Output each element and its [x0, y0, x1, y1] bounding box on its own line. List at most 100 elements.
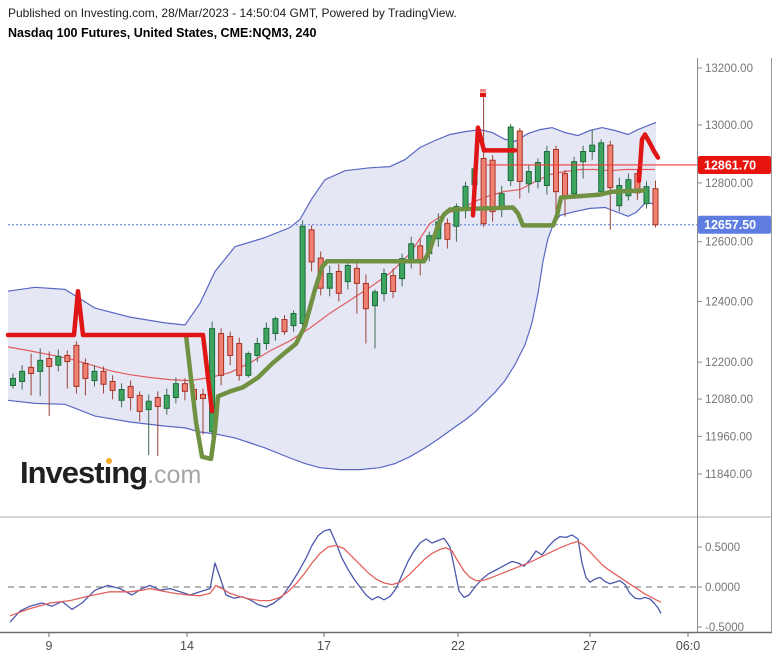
- candle-up: [19, 370, 26, 382]
- candle-up: [263, 327, 270, 345]
- candle-up: [453, 206, 460, 227]
- svg-text:13200.00: 13200.00: [705, 63, 753, 75]
- candle-up: [326, 273, 333, 289]
- candle-down: [181, 383, 188, 392]
- svg-text:12800.00: 12800.00: [705, 178, 753, 190]
- investing-logo: Investı ng.com: [20, 455, 201, 491]
- candle-up: [299, 225, 306, 324]
- candle-down: [562, 173, 568, 197]
- trail-stop-red: [5, 125, 661, 414]
- candle-down: [281, 319, 288, 333]
- candle-down: [127, 385, 134, 399]
- candle-down: [444, 222, 451, 240]
- candle-up: [543, 151, 550, 187]
- svg-text:06:0: 06:0: [676, 639, 700, 653]
- svg-text:12080.00: 12080.00: [705, 394, 753, 406]
- candle-up: [408, 243, 415, 263]
- oscillator-line-fast-blue: [9, 528, 662, 623]
- candle-down: [516, 130, 523, 182]
- trail-stop-green: [183, 188, 646, 462]
- candle-up: [616, 185, 623, 207]
- svg-text:22: 22: [451, 639, 465, 653]
- candle-down: [73, 344, 80, 387]
- svg-text:12400.00: 12400.00: [705, 296, 753, 308]
- candle-down: [227, 336, 234, 356]
- candle-down: [489, 159, 496, 213]
- svg-text:12600.00: 12600.00: [705, 237, 753, 249]
- svg-text:-0.5000: -0.5000: [705, 622, 744, 634]
- candle-up: [37, 359, 44, 372]
- candle-down: [218, 333, 225, 376]
- candle-down: [28, 366, 35, 375]
- logo-orange-dot: [105, 458, 112, 464]
- svg-text:13000.00: 13000.00: [705, 120, 753, 132]
- investing-logo-suffix: .com: [147, 461, 202, 489]
- svg-text:11840.00: 11840.00: [705, 469, 752, 481]
- candle-down: [200, 393, 206, 399]
- candle-down: [46, 357, 53, 367]
- time-axis: 9 14 17 22 27 06:0: [46, 633, 700, 653]
- candle-down: [390, 275, 397, 293]
- candle-down: [335, 270, 342, 294]
- candle-up: [525, 171, 532, 185]
- candle-down: [82, 362, 89, 379]
- candle-down: [652, 188, 659, 226]
- investing-logo-text: Investı ng: [20, 455, 148, 490]
- bollinger-band: [7, 121, 697, 471]
- published-line: Published on Investing.com, 28/Mar/2023 …: [8, 6, 457, 20]
- candle-down: [109, 380, 116, 391]
- candle-up: [598, 142, 605, 193]
- candle-up: [254, 343, 261, 356]
- candle-up: [462, 185, 469, 211]
- oscillator-line-slow-red: [9, 540, 662, 617]
- candle-down: [353, 267, 360, 284]
- candle-down: [362, 282, 369, 310]
- price-axis: 13200.00 13000.00 12800.00 12600.00 12400.00…: [697, 63, 771, 481]
- svg-text:12657.50: 12657.50: [704, 218, 756, 232]
- candle-up: [571, 161, 578, 195]
- svg-text:9: 9: [46, 639, 53, 653]
- oscillator: 0.5000 0.0000 -0.5000: [8, 528, 744, 634]
- svg-text:14: 14: [180, 639, 194, 653]
- candle-up: [643, 186, 650, 205]
- candle-down: [553, 149, 559, 193]
- candle-up: [344, 264, 351, 283]
- candle-up: [498, 193, 505, 208]
- candle-up: [381, 273, 387, 295]
- spike-marker: [480, 89, 486, 97]
- candle-up: [507, 126, 514, 182]
- candle-up: [245, 353, 252, 376]
- svg-text:27: 27: [583, 639, 597, 653]
- candle-down: [154, 397, 161, 407]
- candle-up: [118, 388, 125, 401]
- candle-down: [308, 229, 315, 263]
- candle-up: [163, 394, 170, 409]
- candle-up: [172, 383, 179, 399]
- candle-up: [290, 313, 297, 327]
- candle-up: [580, 151, 587, 163]
- candle-up: [91, 370, 98, 382]
- candle-down: [607, 144, 614, 189]
- candle-up: [372, 291, 378, 307]
- candles: [10, 93, 659, 457]
- candle-up: [55, 355, 62, 366]
- candle-up: [625, 179, 632, 197]
- svg-text:0.0000: 0.0000: [705, 582, 740, 594]
- candle-up: [10, 377, 16, 386]
- candle-down: [480, 157, 487, 225]
- panel-borders: [0, 58, 772, 634]
- svg-text:12861.70: 12861.70: [704, 158, 756, 172]
- candle-up: [399, 258, 406, 280]
- svg-text:17: 17: [317, 639, 331, 653]
- svg-text:12200.00: 12200.00: [705, 357, 753, 369]
- candle-up: [534, 162, 541, 182]
- last-price-badge: [698, 155, 771, 174]
- reference-price-badge: [698, 215, 771, 234]
- candle-down: [236, 343, 243, 376]
- candle-up: [272, 318, 279, 335]
- candle-down: [100, 370, 107, 385]
- svg-text:11960.00: 11960.00: [705, 431, 752, 443]
- candle-up: [589, 144, 596, 153]
